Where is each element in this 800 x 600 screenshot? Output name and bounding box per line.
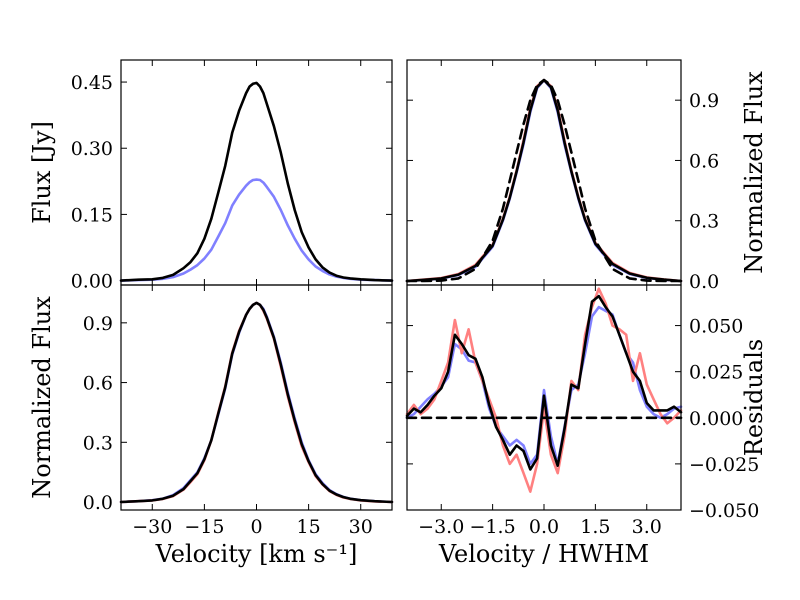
series-line-1: [119, 81, 394, 282]
series-line-0: [405, 305, 683, 466]
series-line-0: [405, 78, 683, 283]
axes-frame: [120, 59, 393, 286]
panel-bottom-left: −30 −15 0 15 30 0.0 0.3 0.6 0.9 Velocity [km s⁻¹]…: [28, 284, 394, 568]
series-line-3: [405, 78, 683, 283]
x-axis-label: Velocity / HWHM: [438, 540, 649, 568]
axes-frame: [120, 284, 393, 511]
x-tick-label: −1.5: [470, 516, 516, 538]
x-tick-label: −15: [184, 516, 224, 538]
y-tick-label: 0.0: [689, 271, 719, 293]
panel-top-left: 0.00 0.15 0.30 0.45 Flux [Jy]: [28, 59, 394, 293]
series-line-0: [119, 301, 394, 504]
y-tick-label: −0.050: [689, 500, 759, 522]
axes-frame: [406, 59, 682, 286]
y-tick-label: 0.025: [689, 362, 743, 384]
x-tick-label: 3.0: [632, 516, 662, 538]
series-line-1: [119, 301, 394, 504]
y-tick-label: 0.9: [689, 90, 719, 112]
x-tick-label: −3.0: [418, 516, 464, 538]
y-axis-label: Residuals: [740, 339, 768, 456]
series-line-0: [119, 178, 394, 282]
y-tick-label: 0.9: [83, 313, 113, 335]
x-tick-label: 0: [250, 516, 262, 538]
y-tick-label: 0.30: [71, 138, 113, 160]
x-tick-label: 1.5: [580, 516, 610, 538]
x-tick-label: 30: [349, 516, 373, 538]
y-tick-label: 0.3: [689, 211, 719, 233]
y-tick-label: 0.6: [689, 150, 719, 172]
series-line-2: [119, 301, 394, 504]
y-tick-label: 0.000: [689, 408, 743, 430]
series-line-1: [405, 287, 683, 493]
y-tick-label: 0.3: [83, 432, 113, 454]
series-line-2: [405, 294, 683, 471]
series-line-1: [405, 78, 683, 283]
y-axis-label: Flux [Jy]: [28, 121, 56, 224]
panel-bottom-right: −3.0 −1.5 0.0 1.5 3.0 −0.050 −0.025 0.000 0.025 0…: [405, 284, 768, 568]
y-tick-label: −0.025: [689, 454, 759, 476]
y-tick-label: 0.00: [71, 271, 113, 293]
panel-top-right: 0.0 0.3 0.6 0.9 Normalized Flux: [405, 59, 768, 293]
x-axis-label: Velocity [km s⁻¹]: [155, 540, 358, 568]
y-tick-label: 0.050: [689, 316, 743, 338]
y-tick-label: 0.45: [71, 72, 113, 94]
x-tick-label: 0.0: [529, 516, 559, 538]
x-tick-label: −30: [132, 516, 172, 538]
x-tick-label: 15: [297, 516, 321, 538]
y-tick-label: 0.6: [83, 373, 113, 395]
y-tick-label: 0.15: [71, 204, 113, 226]
series-line-2: [405, 78, 683, 283]
y-axis-label: Normalized Flux: [28, 296, 56, 499]
y-tick-label: 0.0: [83, 492, 113, 514]
y-axis-label: Normalized Flux: [740, 71, 768, 274]
